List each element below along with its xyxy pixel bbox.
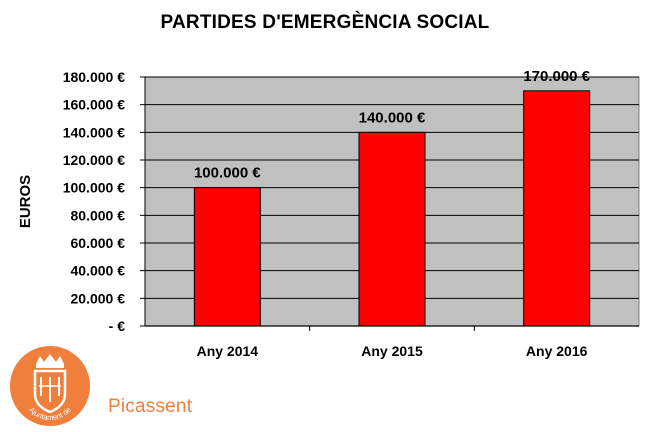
y-tick-label: 80.000 € xyxy=(71,207,126,223)
x-tick-label: Any 2015 xyxy=(361,343,423,359)
logo-text: Picassent xyxy=(108,396,193,417)
y-tick-label: 180.000 € xyxy=(63,69,125,85)
y-tick-label: 120.000 € xyxy=(63,152,125,168)
y-tick-label: 40.000 € xyxy=(71,263,126,279)
data-label: 170.000 € xyxy=(523,68,590,85)
data-label: 140.000 € xyxy=(359,109,426,126)
bar xyxy=(193,187,261,327)
y-tick-label: 100.000 € xyxy=(63,180,125,196)
bar xyxy=(523,90,591,327)
x-tick-label: Any 2016 xyxy=(526,343,588,359)
y-tick-label: 160.000 € xyxy=(63,97,125,113)
y-axis-title: EUROS xyxy=(17,175,34,228)
y-tick-label: 140.000 € xyxy=(63,124,125,140)
bar xyxy=(358,131,426,327)
municipal-crest-icon: Ajuntament de xyxy=(10,346,90,426)
data-label: 100.000 € xyxy=(194,165,261,182)
x-tick-label: Any 2014 xyxy=(197,343,259,359)
y-tick-label: - € xyxy=(109,318,126,334)
picassent-logo: Ajuntament de Picassent xyxy=(8,344,208,428)
y-tick-label: 60.000 € xyxy=(71,235,126,251)
y-tick-label: 20.000 € xyxy=(71,290,126,306)
chart-title: PARTIDES D'EMERGÈNCIA SOCIAL xyxy=(160,12,490,33)
